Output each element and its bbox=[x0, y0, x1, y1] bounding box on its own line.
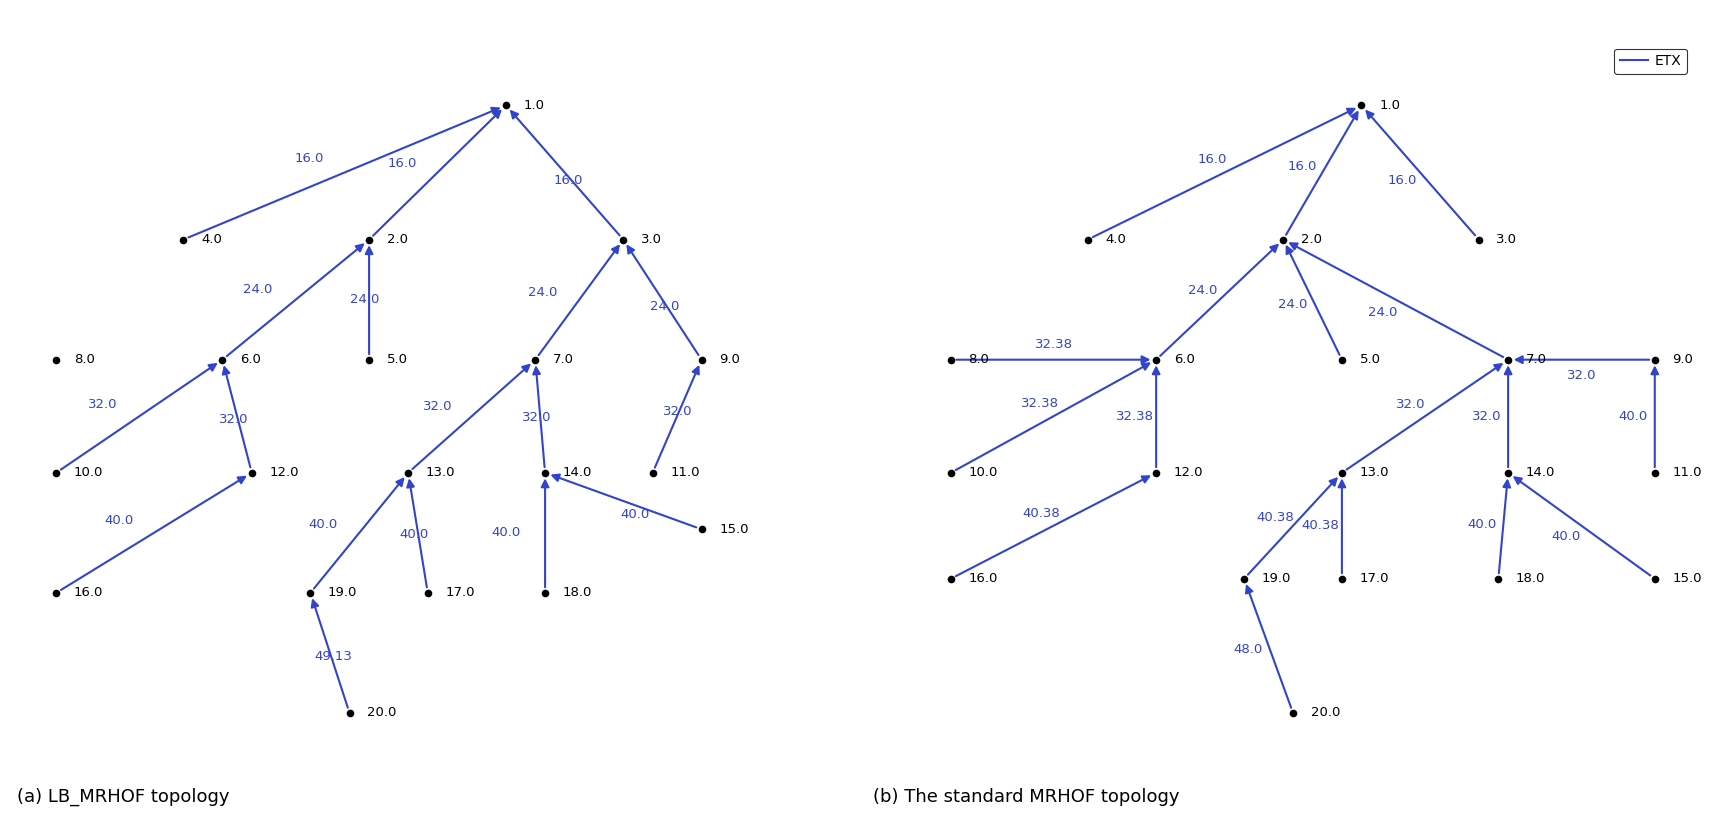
Text: 32.0: 32.0 bbox=[1471, 410, 1501, 423]
Text: 40.0: 40.0 bbox=[1619, 410, 1648, 423]
Text: 24.0: 24.0 bbox=[650, 300, 679, 313]
Text: 16.0: 16.0 bbox=[968, 572, 998, 585]
Text: 49.13: 49.13 bbox=[315, 650, 352, 663]
Text: 32.0: 32.0 bbox=[1567, 369, 1596, 382]
Text: 16.0: 16.0 bbox=[1288, 160, 1317, 173]
Text: (b) The standard MRHOF topology: (b) The standard MRHOF topology bbox=[873, 787, 1179, 806]
Text: 10.0: 10.0 bbox=[74, 466, 103, 479]
Text: 14.0: 14.0 bbox=[1526, 466, 1555, 479]
Text: (a) LB_MRHOF topology: (a) LB_MRHOF topology bbox=[17, 787, 229, 806]
Text: 32.0: 32.0 bbox=[219, 412, 248, 426]
Text: 12.0: 12.0 bbox=[1174, 466, 1203, 479]
Text: 5.0: 5.0 bbox=[387, 353, 407, 367]
Text: 40.0: 40.0 bbox=[491, 526, 520, 539]
Text: 20.0: 20.0 bbox=[1311, 706, 1340, 720]
Text: 32.0: 32.0 bbox=[423, 400, 452, 413]
Text: 13.0: 13.0 bbox=[426, 466, 455, 479]
Text: 32.0: 32.0 bbox=[89, 398, 118, 412]
Text: 2.0: 2.0 bbox=[1300, 233, 1323, 246]
Text: 16.0: 16.0 bbox=[388, 157, 417, 170]
Text: 24.0: 24.0 bbox=[351, 293, 380, 306]
Text: 9.0: 9.0 bbox=[1672, 353, 1694, 367]
Text: 9.0: 9.0 bbox=[719, 353, 739, 367]
Text: 16.0: 16.0 bbox=[553, 175, 583, 187]
Text: 6.0: 6.0 bbox=[240, 353, 260, 367]
Text: 7.0: 7.0 bbox=[553, 353, 573, 367]
Text: 15.0: 15.0 bbox=[719, 523, 749, 536]
Text: 40.0: 40.0 bbox=[1466, 519, 1497, 531]
Text: 40.38: 40.38 bbox=[1256, 511, 1294, 524]
Text: 24.0: 24.0 bbox=[1187, 284, 1217, 296]
Text: 13.0: 13.0 bbox=[1360, 466, 1389, 479]
Text: 3.0: 3.0 bbox=[642, 233, 662, 246]
Text: 14.0: 14.0 bbox=[563, 466, 592, 479]
Text: 40.38: 40.38 bbox=[1021, 507, 1059, 519]
Text: 3.0: 3.0 bbox=[1497, 233, 1518, 246]
Text: 11.0: 11.0 bbox=[1672, 466, 1702, 479]
Text: 40.0: 40.0 bbox=[621, 509, 650, 521]
Text: 40.0: 40.0 bbox=[104, 514, 133, 528]
Text: 5.0: 5.0 bbox=[1360, 353, 1381, 367]
Text: 1.0: 1.0 bbox=[1379, 99, 1400, 112]
Text: 48.0: 48.0 bbox=[1234, 643, 1263, 656]
Text: 32.0: 32.0 bbox=[1396, 398, 1425, 412]
Text: 19.0: 19.0 bbox=[329, 586, 358, 600]
Text: 24.0: 24.0 bbox=[243, 283, 272, 296]
Text: 6.0: 6.0 bbox=[1174, 353, 1194, 367]
Text: 15.0: 15.0 bbox=[1672, 572, 1702, 585]
Text: 24.0: 24.0 bbox=[1278, 298, 1307, 311]
Text: 17.0: 17.0 bbox=[445, 586, 476, 600]
Text: 16.0: 16.0 bbox=[1198, 153, 1227, 166]
Text: 19.0: 19.0 bbox=[1261, 572, 1292, 585]
Text: 24.0: 24.0 bbox=[1369, 306, 1398, 319]
Text: 24.0: 24.0 bbox=[529, 286, 558, 299]
Text: 40.0: 40.0 bbox=[1552, 530, 1581, 544]
Text: 12.0: 12.0 bbox=[269, 466, 299, 479]
Text: 40.0: 40.0 bbox=[308, 519, 337, 531]
Text: 2.0: 2.0 bbox=[387, 233, 407, 246]
Text: 40.38: 40.38 bbox=[1302, 519, 1340, 532]
Text: 10.0: 10.0 bbox=[968, 466, 998, 479]
Text: 11.0: 11.0 bbox=[671, 466, 700, 479]
Text: 16.0: 16.0 bbox=[74, 586, 103, 600]
Text: 16.0: 16.0 bbox=[294, 153, 323, 165]
Text: 32.38: 32.38 bbox=[1021, 397, 1059, 410]
Text: 4.0: 4.0 bbox=[1105, 233, 1126, 246]
Text: 1.0: 1.0 bbox=[524, 99, 544, 112]
Text: 40.0: 40.0 bbox=[400, 528, 429, 541]
Text: 32.38: 32.38 bbox=[1035, 337, 1073, 351]
Text: 32.38: 32.38 bbox=[1116, 410, 1153, 423]
Text: 8.0: 8.0 bbox=[74, 353, 94, 367]
Text: 20.0: 20.0 bbox=[368, 706, 397, 720]
Text: 18.0: 18.0 bbox=[1516, 572, 1545, 585]
Legend: ETX: ETX bbox=[1615, 48, 1687, 73]
Text: 7.0: 7.0 bbox=[1526, 353, 1547, 367]
Text: 32.0: 32.0 bbox=[664, 405, 693, 418]
Text: 17.0: 17.0 bbox=[1360, 572, 1389, 585]
Text: 8.0: 8.0 bbox=[968, 353, 989, 367]
Text: 4.0: 4.0 bbox=[200, 233, 222, 246]
Text: 16.0: 16.0 bbox=[1388, 175, 1417, 187]
Text: 18.0: 18.0 bbox=[563, 586, 592, 600]
Text: 32.0: 32.0 bbox=[522, 411, 551, 423]
